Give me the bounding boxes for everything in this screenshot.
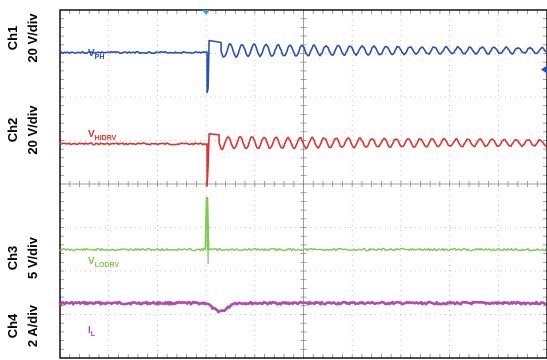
trace-label-vhidrv: VHIDRV xyxy=(88,129,117,142)
trigger-marker-icon xyxy=(202,10,211,15)
trace-label-vph: VPH xyxy=(88,48,104,61)
ch4-scale: 2 A/div xyxy=(25,304,40,347)
ch2-scale: 20 V/div xyxy=(25,105,40,155)
ch3-scale: 5 V/div xyxy=(25,236,40,279)
plot-frame xyxy=(59,9,547,359)
traces xyxy=(58,39,547,314)
trace-ch3-spike xyxy=(206,197,209,265)
ch2-name: Ch2 xyxy=(5,118,20,143)
ch1-name: Ch1 xyxy=(5,26,20,51)
trace-ch4-il xyxy=(58,300,547,314)
ch3-name: Ch3 xyxy=(5,246,20,271)
ch2-label: Ch2 20 V/div xyxy=(5,105,40,155)
ch4-name: Ch4 xyxy=(5,313,20,338)
ch1-level-arrow-icon xyxy=(541,65,547,74)
trace-label-vlodrv: VLODRV xyxy=(88,256,119,269)
ch1-label: Ch1 20 V/div xyxy=(5,13,40,63)
ch3-label: Ch3 5 V/div xyxy=(5,236,40,279)
trace-ch3-vlodrv xyxy=(59,196,547,252)
ch1-scale: 20 V/div xyxy=(25,13,40,63)
ch4-label: Ch4 2 A/div xyxy=(5,304,40,347)
trace-ch1-vph xyxy=(59,39,547,94)
trace-label-il: IL xyxy=(88,325,96,338)
trace-ch2-vhidrv xyxy=(59,133,547,187)
